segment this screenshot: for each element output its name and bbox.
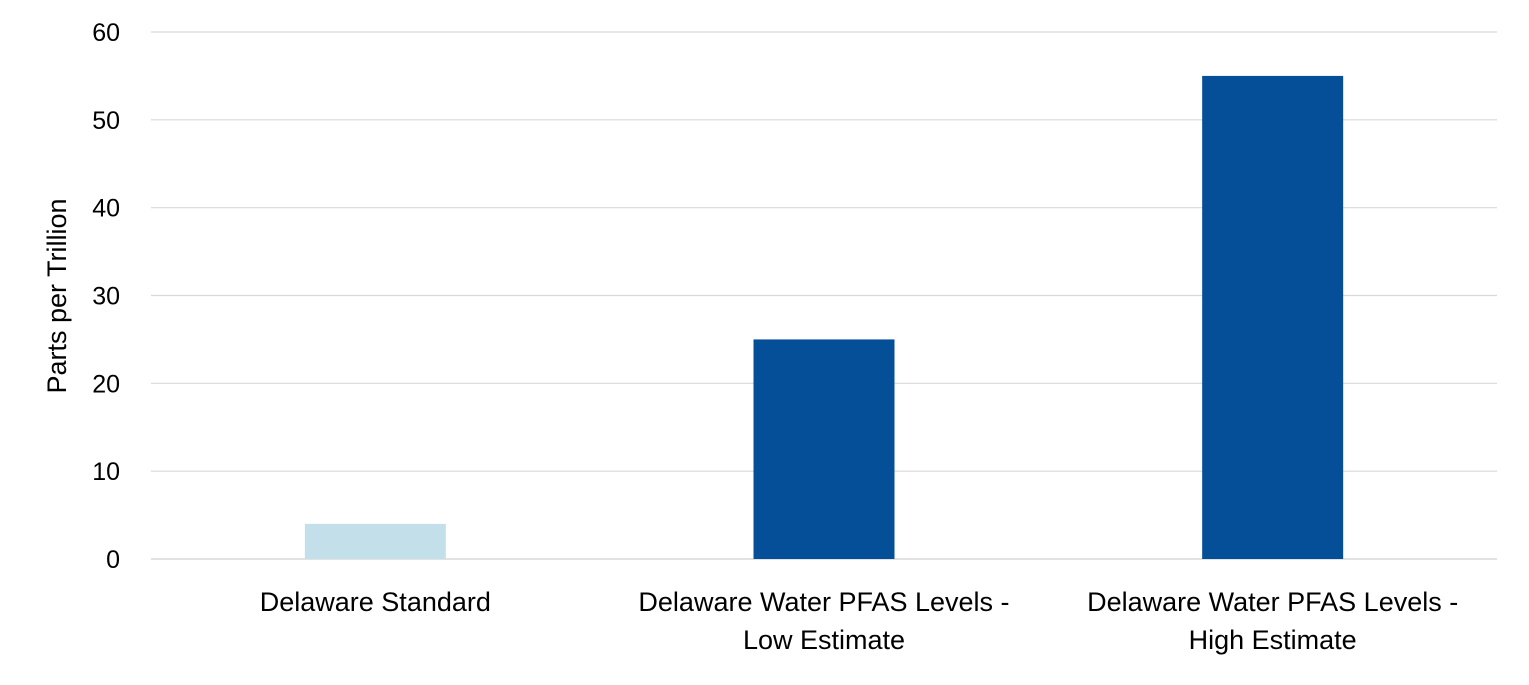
x-category-label: Delaware Water PFAS Levels -Low Estimate: [638, 587, 1009, 655]
y-tick-label: 60: [92, 19, 120, 47]
y-tick-label: 10: [92, 458, 120, 486]
y-tick-label: 0: [106, 546, 120, 574]
bar-3: [1202, 75, 1344, 560]
x-category-label: Delaware Water PFAS Levels -High Estimat…: [1087, 587, 1458, 655]
bar-2: [753, 339, 895, 559]
y-tick-label: 20: [92, 370, 120, 398]
y-axis-ticks: 0 10 20 30 40 50 60: [92, 19, 120, 574]
x-axis-categories: Delaware Standard Delaware Water PFAS Lev…: [260, 587, 1458, 655]
bars: [304, 75, 1344, 560]
y-tick-label: 50: [92, 107, 120, 135]
bar-1: [304, 523, 446, 559]
x-category-label: Delaware Standard: [260, 587, 491, 617]
y-tick-label: 30: [92, 283, 120, 311]
y-axis-title: Parts per Trillion: [42, 198, 72, 393]
y-tick-label: 40: [92, 195, 120, 223]
